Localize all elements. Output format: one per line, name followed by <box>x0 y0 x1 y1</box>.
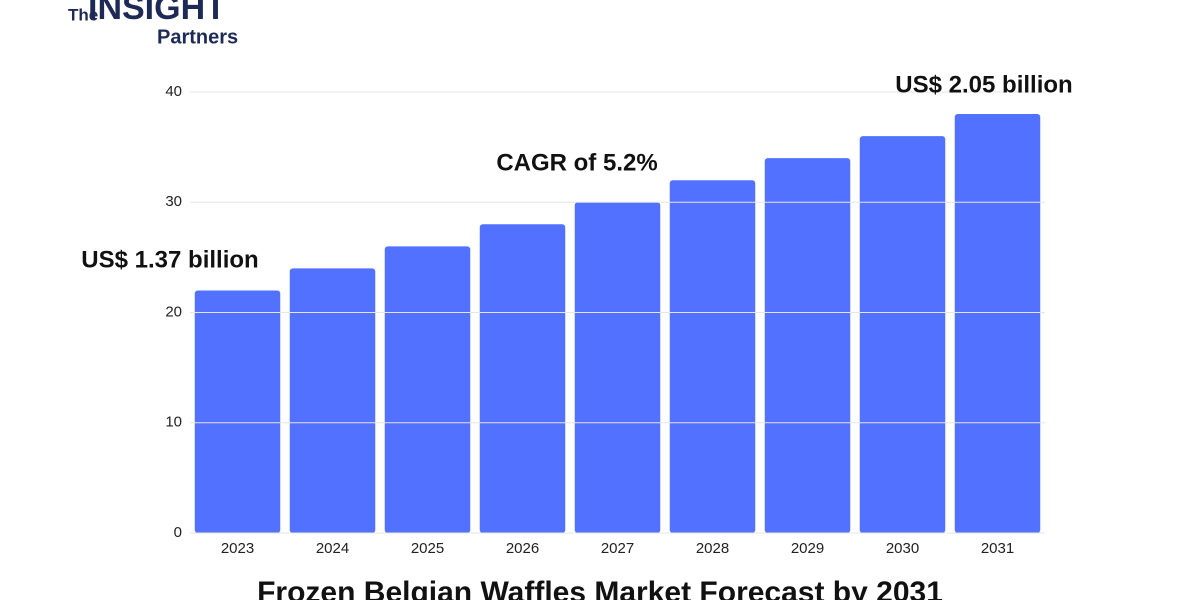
bar <box>289 268 376 533</box>
bar <box>954 114 1041 534</box>
y-tick-label: 30 <box>165 193 182 210</box>
y-tick-label: 20 <box>165 303 182 320</box>
bar <box>384 246 471 533</box>
x-tick-label: 2028 <box>696 540 729 557</box>
logo-name: INSIGHT <box>88 0 226 27</box>
x-tick-label: 2031 <box>981 540 1014 557</box>
y-tick-label: 10 <box>165 414 182 431</box>
bar <box>764 158 851 533</box>
bar <box>574 202 661 533</box>
bar <box>479 224 566 534</box>
x-tick-label: 2026 <box>506 540 539 557</box>
logo: The INSIGHT Partners <box>68 0 238 48</box>
x-tick-label: 2025 <box>411 540 444 557</box>
bar <box>194 290 281 533</box>
logo-suffix: Partners <box>157 26 238 48</box>
x-tick-label: 2024 <box>316 540 349 557</box>
bar <box>669 180 756 533</box>
annotation: US$ 2.05 billion <box>895 71 1072 98</box>
bar <box>859 136 946 533</box>
x-tick-label: 2027 <box>601 540 634 557</box>
y-tick-label: 40 <box>165 83 182 100</box>
y-tick-label: 0 <box>174 524 182 541</box>
x-tick-label: 2030 <box>886 540 919 557</box>
logo-prefix: The <box>68 5 98 24</box>
annotation: US$ 1.37 billion <box>81 246 258 273</box>
annotation: CAGR of 5.2% <box>496 149 657 176</box>
chart-title: Frozen Belgian Waffles Market Forecast b… <box>257 576 943 600</box>
x-tick-label: 2023 <box>221 540 254 557</box>
x-tick-label: 2029 <box>791 540 824 557</box>
